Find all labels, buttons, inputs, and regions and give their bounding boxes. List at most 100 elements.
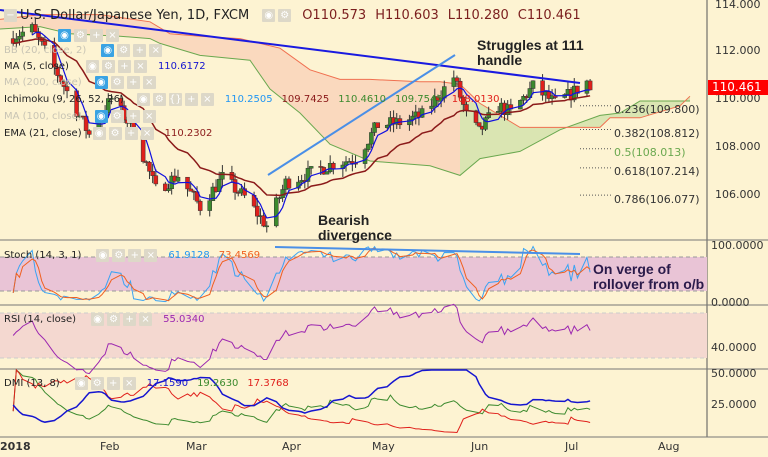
annotation-line: rollover from o/b <box>593 276 705 292</box>
dmi-minus-line <box>12 368 591 433</box>
plus-icon[interactable]: + <box>90 29 103 42</box>
plus-icon[interactable]: + <box>117 60 131 73</box>
eye-icon[interactable]: ◉ <box>262 9 276 22</box>
gear-icon[interactable]: ⚙ <box>107 313 121 326</box>
close-icon[interactable]: × <box>122 377 136 390</box>
price-tick: 112.000 <box>715 44 761 57</box>
legend-ma200: MA (200, close) ◉ ⚙ + × <box>4 76 156 89</box>
eye-icon[interactable]: ◉ <box>96 249 110 262</box>
candle-down <box>64 86 70 92</box>
close-icon[interactable]: × <box>133 60 147 73</box>
annotation-line: Bearish <box>318 212 370 228</box>
gear-icon[interactable]: ⚙ <box>110 76 124 89</box>
dmi-plus-line <box>12 368 591 426</box>
ohlc-close: C110.461 <box>517 8 581 23</box>
plus-icon[interactable]: + <box>124 127 138 140</box>
plus-icon[interactable]: + <box>126 76 140 89</box>
ma5-value: 110.6172 <box>157 61 206 72</box>
eye-icon[interactable]: ◉ <box>74 377 88 390</box>
eye-icon[interactable]: ◉ <box>101 44 115 57</box>
price-tick: 110.000 <box>715 92 761 105</box>
eye-icon[interactable]: ◉ <box>92 127 106 140</box>
time-tick: Jun <box>471 440 489 453</box>
stoch-tick: 100.0000 <box>711 239 764 252</box>
plus-icon[interactable]: + <box>184 93 198 106</box>
gear-icon[interactable]: ⚙ <box>112 249 126 262</box>
candle-up <box>274 197 279 227</box>
candle-up <box>264 225 270 228</box>
close-icon[interactable]: × <box>200 93 214 106</box>
gear-icon[interactable]: ⚙ <box>108 127 122 140</box>
close-icon[interactable]: × <box>106 29 119 42</box>
candle-down <box>55 66 60 76</box>
candle-down <box>473 110 479 123</box>
candle-down <box>197 200 203 211</box>
candle-up <box>432 96 438 107</box>
fib-label-0236: 0.236(109.800) <box>614 103 700 116</box>
close-icon[interactable]: × <box>144 249 158 262</box>
eye-icon[interactable]: ◉ <box>58 29 71 42</box>
legend-stoch: Stoch (14, 3, 1) ◉ ⚙ + × 61.9128 73.4569 <box>4 249 260 262</box>
gear-icon[interactable]: ⚙ <box>90 377 104 390</box>
stoch-d-line <box>12 247 591 302</box>
candle-up <box>362 149 368 164</box>
dmi-adx-line <box>12 369 591 423</box>
plus-icon[interactable]: + <box>133 44 147 57</box>
candle-down <box>118 98 124 106</box>
close-icon[interactable]: × <box>142 76 156 89</box>
candle-up <box>324 171 330 175</box>
candle-down <box>147 161 152 172</box>
symbol-title: U.S. Dollar/Japanese Yen, 1D, FXCM <box>20 8 250 23</box>
ichimoku-span-b-line <box>0 14 691 128</box>
candle-up <box>365 143 371 150</box>
plus-icon[interactable]: + <box>126 110 140 123</box>
candle-up <box>210 186 216 201</box>
candle-down <box>255 205 260 217</box>
candle-down <box>194 191 200 202</box>
gear-icon[interactable]: ⚙ <box>152 93 166 106</box>
gear-icon[interactable]: ⚙ <box>110 110 124 123</box>
plus-icon[interactable]: + <box>106 377 120 390</box>
close-icon[interactable]: × <box>140 127 154 140</box>
gear-icon[interactable]: ⚙ <box>101 60 115 73</box>
ichimoku-lagging: 110.4610 <box>338 94 386 105</box>
candle-down <box>61 81 67 87</box>
stoch-d-value: 73.4569 <box>218 250 261 261</box>
gear-icon[interactable]: ⚙ <box>278 9 292 22</box>
close-icon[interactable]: × <box>142 110 156 123</box>
close-icon[interactable]: × <box>139 313 153 326</box>
candle-up <box>216 178 222 192</box>
rsi-line <box>12 303 591 375</box>
candle-up <box>483 117 488 130</box>
fib-label-0786: 0.786(106.077) <box>614 193 700 206</box>
legend-ma100: MA (100, close) ◉ ⚙ + × <box>4 110 156 123</box>
candle-up <box>530 80 536 89</box>
eye-icon[interactable]: ◉ <box>94 110 108 123</box>
rsi-value: 55.0340 <box>163 314 205 325</box>
plus-icon[interactable]: + <box>123 313 137 326</box>
braces-icon[interactable]: {} <box>168 93 182 106</box>
dmi-tick: 50.0000 <box>711 367 757 380</box>
gear-icon[interactable]: ⚙ <box>74 29 87 42</box>
eye-icon[interactable]: ◉ <box>85 60 99 73</box>
annotation-line: handle <box>477 52 523 68</box>
price-tick: 106.000 <box>715 188 761 201</box>
candle-up <box>419 108 425 118</box>
annotation-line: Struggles at 111 <box>477 37 584 53</box>
candle-up <box>407 119 412 126</box>
candle-up <box>175 176 181 182</box>
eye-icon[interactable]: ◉ <box>91 313 105 326</box>
eye-icon[interactable]: ◉ <box>94 76 108 89</box>
annotation-rollover: On verge of rollover from o/b <box>593 262 704 292</box>
close-icon[interactable]: × <box>149 44 163 57</box>
plus-icon[interactable]: + <box>128 249 142 262</box>
candle-up <box>451 77 457 87</box>
candle-up <box>518 100 523 110</box>
ichimoku-base: 109.7425 <box>281 94 330 105</box>
collapse-icon[interactable]: − <box>4 9 17 22</box>
eye-icon[interactable]: ◉ <box>136 93 150 106</box>
descending-trendline <box>0 9 581 84</box>
symbol-legend: − U.S. Dollar/Japanese Yen, 1D, FXCM ◉ ⚙… <box>4 8 581 23</box>
gear-icon[interactable]: ⚙ <box>117 44 131 57</box>
